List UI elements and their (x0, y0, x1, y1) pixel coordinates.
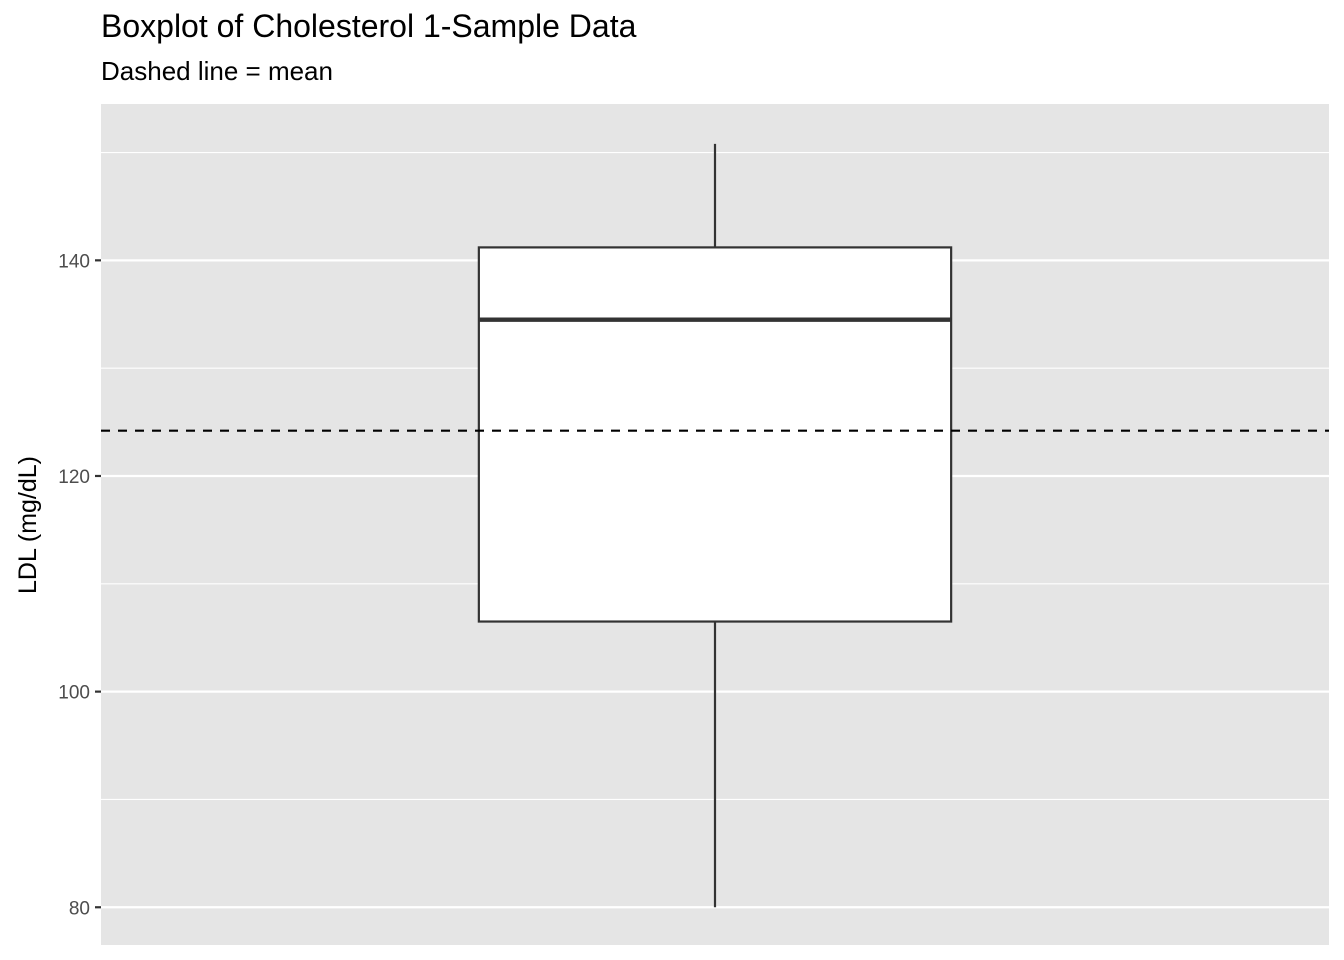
y-tick-label: 80 (69, 898, 90, 919)
y-tick-label: 140 (58, 251, 90, 272)
y-axis-ticks (95, 259, 101, 909)
y-axis-title: LDL (mg/dL) (14, 456, 42, 594)
y-axis-tick-labels: 80 100 120 140 (58, 251, 90, 919)
y-tick-label: 120 (58, 467, 90, 488)
chart-subtitle: Dashed line = mean (101, 56, 333, 86)
y-tick-label: 100 (58, 683, 90, 704)
interquartile-box (477, 246, 953, 623)
chart-title: Boxplot of Cholesterol 1-Sample Data (101, 8, 637, 44)
